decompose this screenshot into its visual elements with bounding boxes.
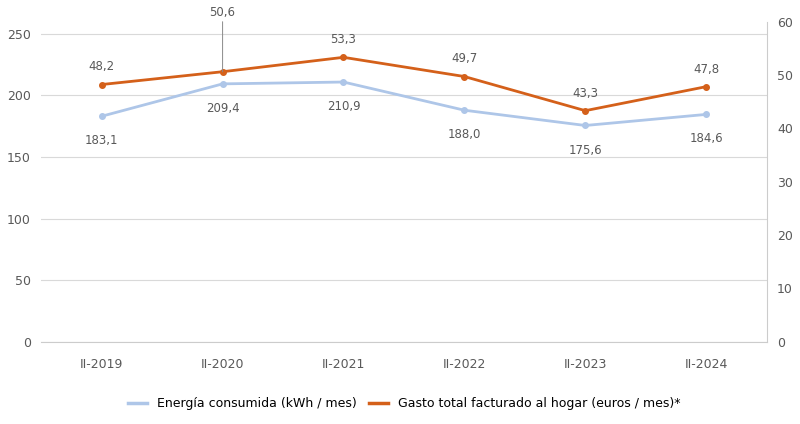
Text: 48,2: 48,2 xyxy=(89,60,114,73)
Text: 50,6: 50,6 xyxy=(210,6,235,72)
Text: 210,9: 210,9 xyxy=(326,100,360,113)
Legend: Energía consumida (kWh / mes), Gasto total facturado al hogar (euros / mes)*: Energía consumida (kWh / mes), Gasto tot… xyxy=(123,393,685,416)
Text: 183,1: 183,1 xyxy=(85,134,118,147)
Text: 184,6: 184,6 xyxy=(690,132,723,145)
Text: 209,4: 209,4 xyxy=(206,102,239,115)
Text: 175,6: 175,6 xyxy=(569,144,602,156)
Text: 49,7: 49,7 xyxy=(451,53,478,65)
Text: 47,8: 47,8 xyxy=(693,63,719,75)
Text: 188,0: 188,0 xyxy=(448,128,481,141)
Text: 53,3: 53,3 xyxy=(330,33,357,46)
Text: 43,3: 43,3 xyxy=(572,86,598,100)
